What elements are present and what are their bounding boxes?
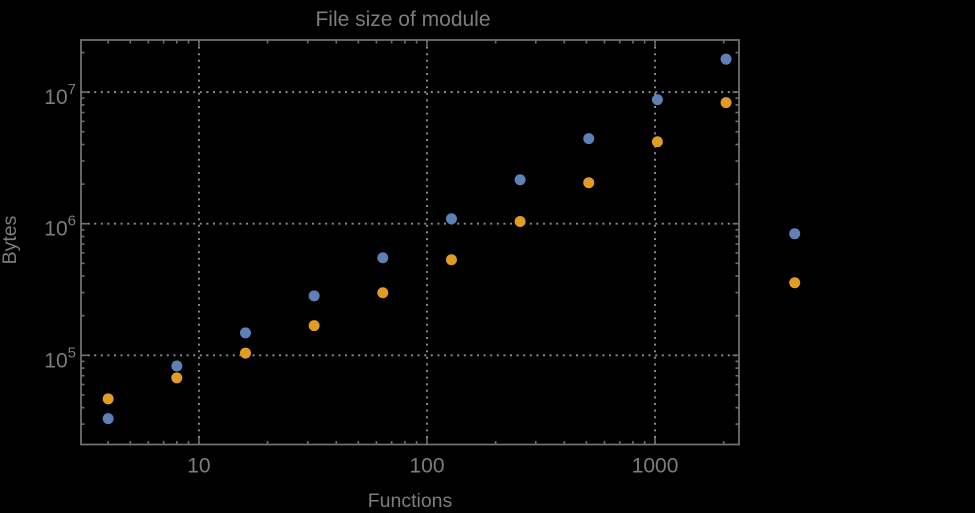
point-series-1-blue — [445, 213, 457, 225]
chart-title: File size of module — [315, 8, 490, 31]
point-series-1-blue — [377, 252, 389, 264]
point-series-2-orange — [102, 393, 114, 405]
gridlines — [81, 40, 739, 445]
tick-labels: 10 100 1000 105 106 107 — [44, 81, 678, 477]
x-tick-label: 100 — [409, 455, 444, 478]
x-tick-label: 1000 — [632, 455, 679, 478]
frame-border — [80, 39, 740, 446]
point-series-2-orange — [308, 320, 320, 332]
point-series-2-orange — [171, 372, 183, 384]
point-series-1-blue — [789, 228, 801, 240]
point-series-1-blue — [583, 133, 595, 145]
point-series-1-blue — [102, 413, 114, 425]
point-series-2-orange — [514, 215, 526, 227]
point-series-1-blue — [239, 327, 251, 339]
point-series-1-blue — [651, 94, 663, 106]
y-tick-label: 105 — [44, 344, 76, 372]
y-tick-label: 107 — [44, 81, 76, 109]
x-axis-label: Functions — [368, 490, 453, 512]
point-series-2-orange — [651, 136, 663, 148]
point-series-1-blue — [720, 53, 732, 65]
data-points — [102, 53, 801, 425]
point-series-2-orange — [583, 177, 595, 189]
axis-ticks — [81, 40, 739, 445]
plot-frame — [80, 39, 740, 446]
point-series-2-orange — [789, 277, 801, 289]
point-series-1-blue — [514, 174, 526, 186]
point-series-2-orange — [445, 254, 457, 266]
x-tick-label: 10 — [187, 455, 210, 478]
point-series-2-orange — [720, 97, 732, 109]
point-series-2-orange — [377, 287, 389, 299]
point-series-2-orange — [239, 347, 251, 359]
y-axis-label: Bytes — [0, 215, 21, 264]
point-series-1-blue — [171, 360, 183, 372]
y-tick-label: 106 — [44, 213, 76, 241]
point-series-1-blue — [308, 290, 320, 302]
